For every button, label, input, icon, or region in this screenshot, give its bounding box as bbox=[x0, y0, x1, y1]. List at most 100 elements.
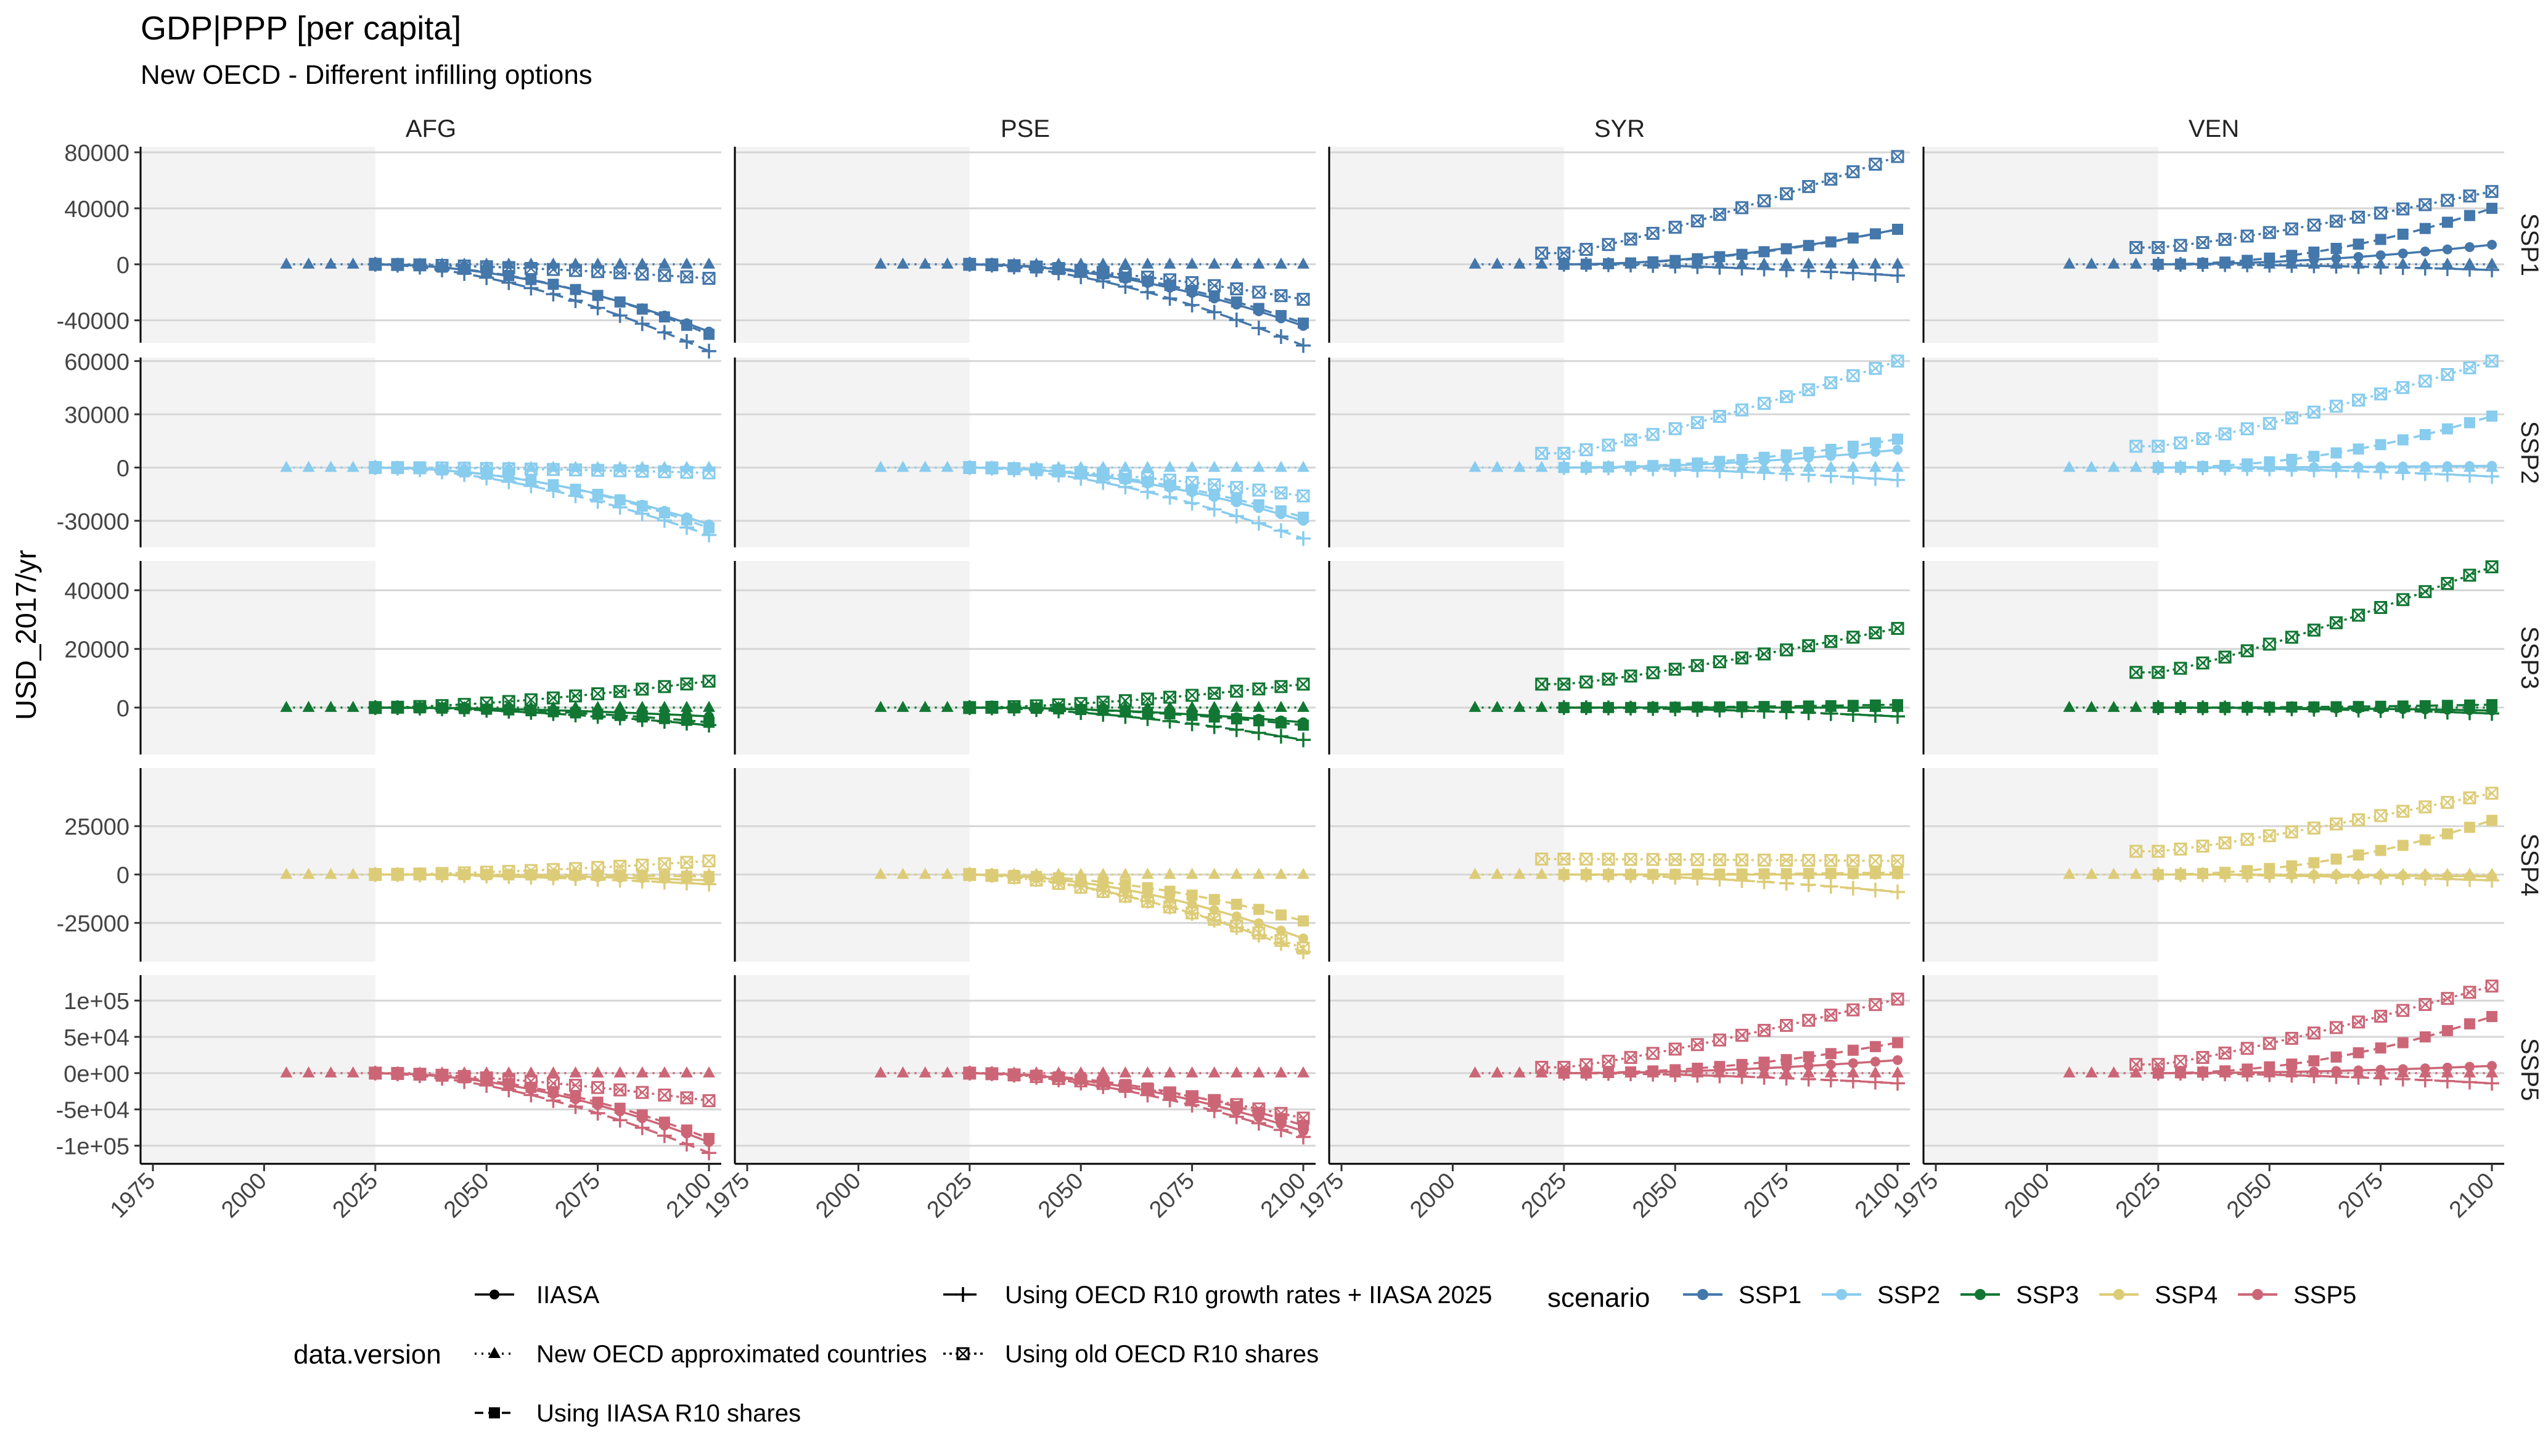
data-point bbox=[612, 308, 628, 323]
data-point bbox=[2375, 250, 2386, 261]
legend-scenario-item: SSP4 bbox=[2099, 1282, 2218, 1309]
marker-box bbox=[2441, 796, 2454, 809]
data-point bbox=[703, 329, 715, 340]
marker-box bbox=[1869, 626, 1882, 640]
marker-box bbox=[480, 865, 493, 879]
data-point bbox=[612, 500, 628, 515]
legend-version-item: New OECD approximated countries bbox=[475, 1341, 927, 1368]
series-line bbox=[969, 873, 1304, 922]
data-point bbox=[2262, 868, 2277, 883]
marker-cross bbox=[2352, 394, 2365, 406]
marker-box bbox=[1624, 433, 1637, 447]
marker-cross bbox=[2464, 791, 2476, 804]
data-point bbox=[658, 857, 671, 870]
legend-version-title: data.version bbox=[293, 1339, 441, 1370]
data-point bbox=[369, 1066, 382, 1080]
marker-cross bbox=[414, 258, 426, 271]
data-point bbox=[1845, 880, 1861, 896]
marker-cross bbox=[2419, 585, 2431, 598]
marker-cross bbox=[613, 860, 626, 873]
data-point bbox=[2285, 222, 2298, 235]
series-line bbox=[2158, 263, 2493, 271]
data-point bbox=[612, 1113, 628, 1128]
data-point bbox=[1869, 998, 1882, 1012]
data-point bbox=[2486, 1066, 2498, 1078]
marker-cross bbox=[1669, 853, 1682, 866]
data-point bbox=[1668, 853, 1682, 866]
marker-box bbox=[546, 863, 560, 877]
data-point bbox=[1052, 464, 1065, 478]
data-point bbox=[1162, 713, 1178, 729]
marker-box bbox=[1869, 854, 1882, 867]
marker-box bbox=[480, 260, 493, 274]
marker-cross bbox=[569, 1079, 582, 1092]
data-point bbox=[1557, 677, 1571, 691]
data-point bbox=[1668, 221, 1682, 234]
panel-ssp3-ven bbox=[1922, 560, 2504, 755]
data-point bbox=[2196, 235, 2210, 249]
data-point bbox=[2419, 374, 2432, 388]
panel-ssp2-pse bbox=[734, 358, 1316, 547]
marker-cross bbox=[1535, 853, 1548, 865]
data-point bbox=[1163, 867, 1176, 879]
data-point bbox=[1779, 466, 1794, 481]
data-point bbox=[1714, 1061, 1726, 1073]
legend-scenario-label: SSP3 bbox=[2016, 1282, 2079, 1309]
data-point bbox=[1869, 157, 1882, 171]
data-point bbox=[658, 1066, 671, 1078]
data-point bbox=[1030, 463, 1043, 476]
data-point bbox=[502, 257, 515, 269]
marker-box bbox=[502, 1073, 515, 1086]
data-point bbox=[524, 864, 538, 877]
data-point bbox=[613, 464, 627, 478]
marker-cross bbox=[2152, 241, 2165, 254]
data-point bbox=[2240, 257, 2255, 272]
data-point bbox=[391, 461, 404, 475]
data-point bbox=[2240, 867, 2255, 883]
data-point bbox=[985, 869, 999, 882]
data-point bbox=[457, 1070, 471, 1083]
data-point bbox=[2462, 1074, 2477, 1090]
historical-shading bbox=[1329, 561, 1564, 755]
data-point bbox=[2442, 244, 2452, 255]
data-point bbox=[590, 872, 605, 887]
marker-box bbox=[2419, 998, 2432, 1012]
data-point bbox=[1097, 1066, 1110, 1078]
legend-marker bbox=[956, 1347, 970, 1360]
data-point bbox=[2306, 462, 2322, 478]
data-point bbox=[1253, 904, 1264, 915]
marker-box bbox=[2129, 845, 2143, 858]
data-point bbox=[2464, 242, 2475, 252]
data-point bbox=[2486, 1011, 2497, 1023]
data-point bbox=[501, 275, 517, 290]
data-point bbox=[679, 1137, 694, 1152]
marker-box bbox=[2463, 361, 2476, 375]
marker-box bbox=[480, 696, 493, 710]
data-point bbox=[1867, 882, 1883, 898]
marker-cross bbox=[1824, 173, 1837, 186]
x-tick-label: 2000 bbox=[1405, 1168, 1460, 1223]
marker-box bbox=[2196, 656, 2210, 670]
data-point bbox=[985, 700, 999, 714]
marker-box bbox=[1186, 1090, 1199, 1103]
data-point bbox=[1096, 266, 1110, 279]
marker-cross bbox=[2441, 368, 2454, 381]
marker-cross bbox=[2174, 843, 2187, 856]
data-point bbox=[2420, 246, 2430, 256]
data-point bbox=[2398, 1064, 2408, 1074]
marker-cross bbox=[985, 258, 998, 271]
data-point bbox=[1297, 1066, 1309, 1078]
data-point bbox=[941, 1066, 954, 1078]
data-point bbox=[1734, 464, 1750, 480]
data-point bbox=[2329, 258, 2344, 274]
data-point bbox=[1847, 700, 1859, 711]
data-point bbox=[2150, 460, 2166, 475]
data-point bbox=[1824, 854, 1838, 867]
data-point bbox=[280, 867, 293, 879]
data-point bbox=[1251, 515, 1266, 531]
data-point bbox=[2107, 867, 2120, 879]
legend-marker bbox=[488, 1347, 501, 1358]
data-point bbox=[680, 1066, 693, 1078]
marker-box bbox=[2129, 666, 2143, 679]
